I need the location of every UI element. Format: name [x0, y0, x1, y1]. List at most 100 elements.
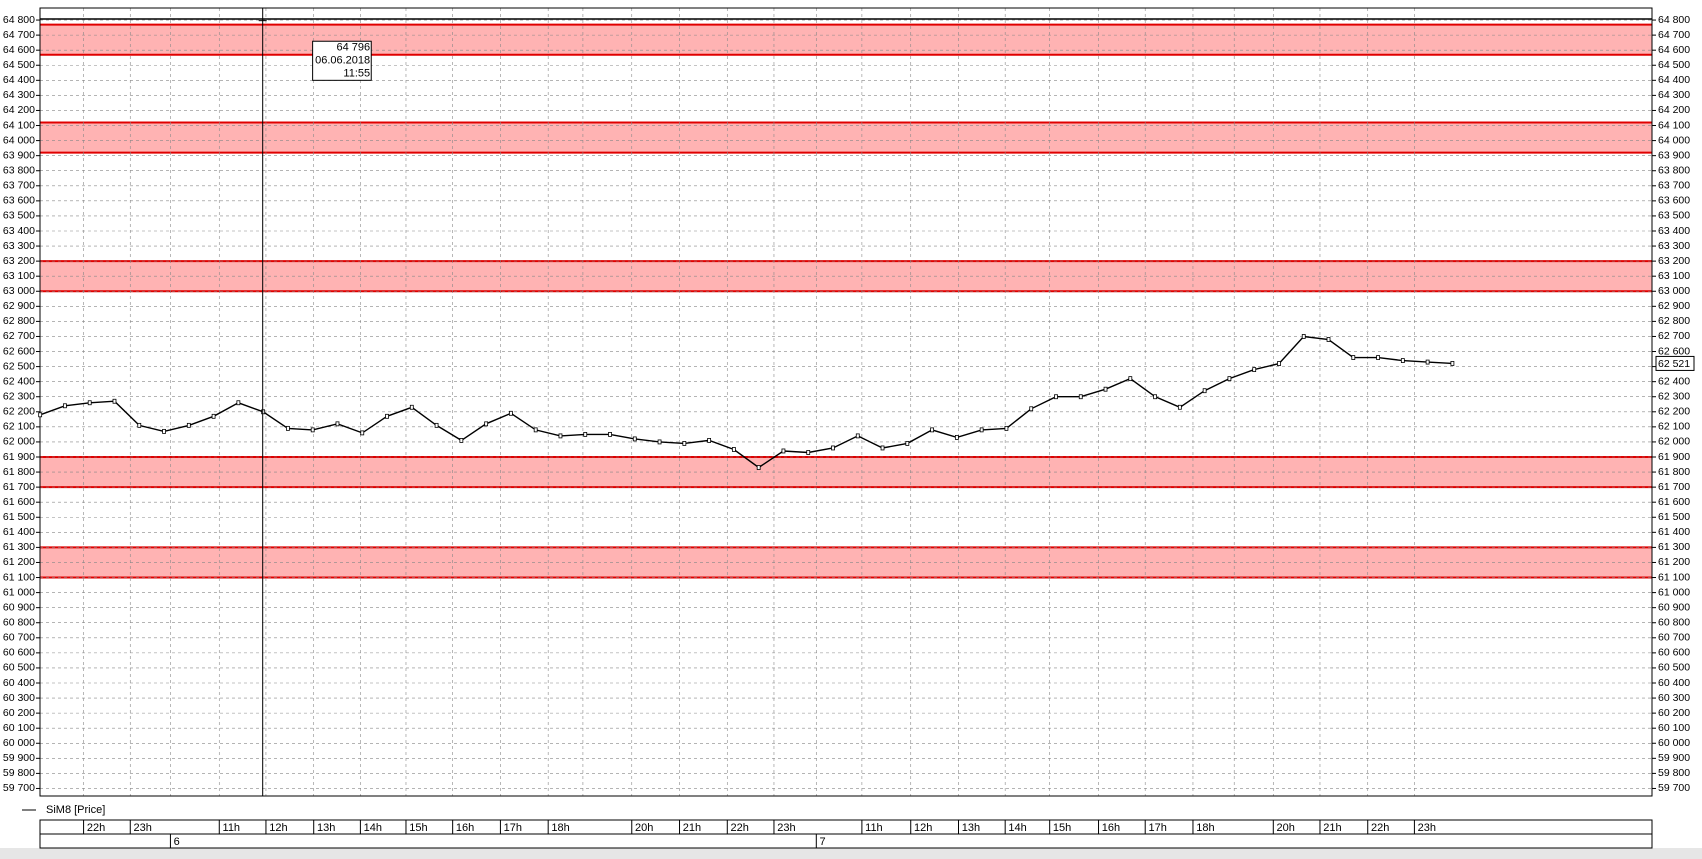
price-bar	[434, 422, 439, 428]
y-tick-label: 64 300	[3, 89, 35, 101]
y-tick-label: 64 700	[3, 29, 35, 41]
time-label: 18h	[551, 822, 569, 834]
price-bar	[1153, 394, 1157, 400]
time-label: 14h	[1008, 822, 1026, 834]
y-tick-label: 64 800	[1658, 14, 1690, 26]
y-tick-label: 62 300	[3, 391, 35, 403]
y-tick-label: 61 600	[3, 496, 35, 508]
y-tick-label: 59 800	[1658, 767, 1690, 779]
time-label: 20h	[1277, 822, 1295, 834]
y-tick-label: 63 200	[1658, 255, 1690, 267]
plot-frame	[39, 7, 1653, 797]
y-tick-label: 63 400	[3, 225, 35, 237]
price-bar	[1400, 358, 1405, 363]
price-bar	[954, 435, 959, 440]
y-tick-label: 61 700	[1658, 481, 1690, 493]
price-bar	[509, 410, 513, 416]
time-label: 21h	[1323, 822, 1341, 834]
price-bar	[1103, 386, 1108, 392]
price-bar	[1277, 361, 1281, 366]
y-tick-label: 64 500	[1658, 59, 1690, 71]
y-tick-label: 60 500	[1658, 662, 1690, 674]
y-tick-label: 61 400	[3, 526, 35, 538]
y-tick-label: 62 200	[3, 406, 35, 418]
tooltip-price: 64 796	[336, 42, 370, 54]
y-tick-label: 63 300	[1658, 240, 1690, 252]
time-label: 21h	[683, 822, 701, 834]
price-bar	[756, 465, 761, 470]
y-tick-label: 60 900	[3, 601, 35, 613]
y-tick-label: 61 800	[3, 466, 35, 478]
time-label: 14h	[364, 822, 382, 834]
price-bar	[608, 431, 612, 437]
price-bar	[1425, 359, 1430, 365]
price-bar	[1252, 367, 1257, 373]
y-tick-label: 60 200	[3, 707, 35, 719]
y-tick-label: 61 400	[1658, 526, 1690, 538]
y-tick-label: 61 300	[1658, 541, 1690, 553]
price-bar	[63, 403, 67, 409]
time-label: 23h	[777, 822, 795, 834]
price-bar	[286, 425, 290, 431]
y-tick-label: 63 900	[3, 149, 35, 161]
y-tick-label: 64 600	[3, 44, 35, 56]
last-price-label: 62 521	[1658, 358, 1690, 370]
time-label: 15h	[409, 822, 427, 834]
y-tick-label: 63 900	[1658, 149, 1690, 161]
y-tick-label: 59 900	[1658, 752, 1690, 764]
tooltip-time: 11:55	[343, 68, 370, 80]
price-bar	[930, 427, 935, 433]
y-tick-label: 62 800	[1658, 315, 1690, 327]
zone	[40, 122, 1652, 153]
price-bar	[583, 431, 588, 437]
time-label: 22h	[1371, 822, 1389, 834]
price-bar	[831, 445, 835, 451]
y-tick-label: 61 200	[3, 556, 35, 568]
price-bar	[162, 428, 166, 434]
tooltip-date: 06.06.2018	[315, 55, 370, 67]
y-tick-label: 63 400	[1658, 225, 1690, 237]
price-bar	[1450, 361, 1455, 366]
date-label: 7	[820, 836, 826, 848]
y-tick-label: 63 700	[3, 180, 35, 192]
y-tick-label: 59 700	[3, 782, 35, 794]
price-bar	[781, 448, 786, 454]
y-tick-label: 62 600	[3, 345, 35, 357]
y-tick-label: 59 800	[3, 767, 35, 779]
price-bar	[236, 400, 241, 406]
date-row	[39, 833, 1653, 849]
y-tick-label: 60 800	[1658, 617, 1690, 629]
price-bar	[1301, 334, 1306, 339]
y-tick-label: 62 400	[1658, 375, 1690, 387]
y-tick-label: 60 300	[1658, 692, 1690, 704]
price-bar	[137, 422, 142, 428]
y-tick-label: 64 400	[3, 74, 35, 86]
y-tick-label: 61 100	[3, 571, 35, 583]
y-tick-label: 63 300	[3, 240, 35, 252]
y-tick-label: 59 700	[1658, 782, 1690, 794]
price-bar	[905, 441, 910, 446]
price-bar	[1128, 376, 1133, 382]
price-bar	[855, 433, 860, 439]
time-label: 16h	[1102, 822, 1120, 834]
y-tick-label: 64 400	[1658, 74, 1690, 86]
y-tick-label: 60 800	[3, 617, 35, 629]
y-tick-label: 61 500	[3, 511, 35, 523]
y-tick-label: 61 900	[3, 451, 35, 463]
scrollbar[interactable]	[0, 848, 1702, 859]
price-bar	[87, 400, 92, 406]
time-label: 18h	[1196, 822, 1214, 834]
y-tick-label: 61 800	[1658, 466, 1690, 478]
y-tick-label: 63 500	[3, 210, 35, 222]
y-tick-label: 61 000	[1658, 586, 1690, 598]
time-label: 11h	[865, 822, 883, 834]
price-bar	[38, 412, 43, 418]
y-tick-label: 64 500	[3, 59, 35, 71]
price-bar	[1326, 337, 1331, 342]
time-label: 13h	[962, 822, 980, 834]
y-tick-label: 61 000	[3, 586, 35, 598]
time-label: 12h	[269, 822, 287, 834]
price-bar	[1054, 394, 1058, 400]
y-tick-label: 62 200	[1658, 406, 1690, 418]
price-bar	[1376, 355, 1380, 360]
